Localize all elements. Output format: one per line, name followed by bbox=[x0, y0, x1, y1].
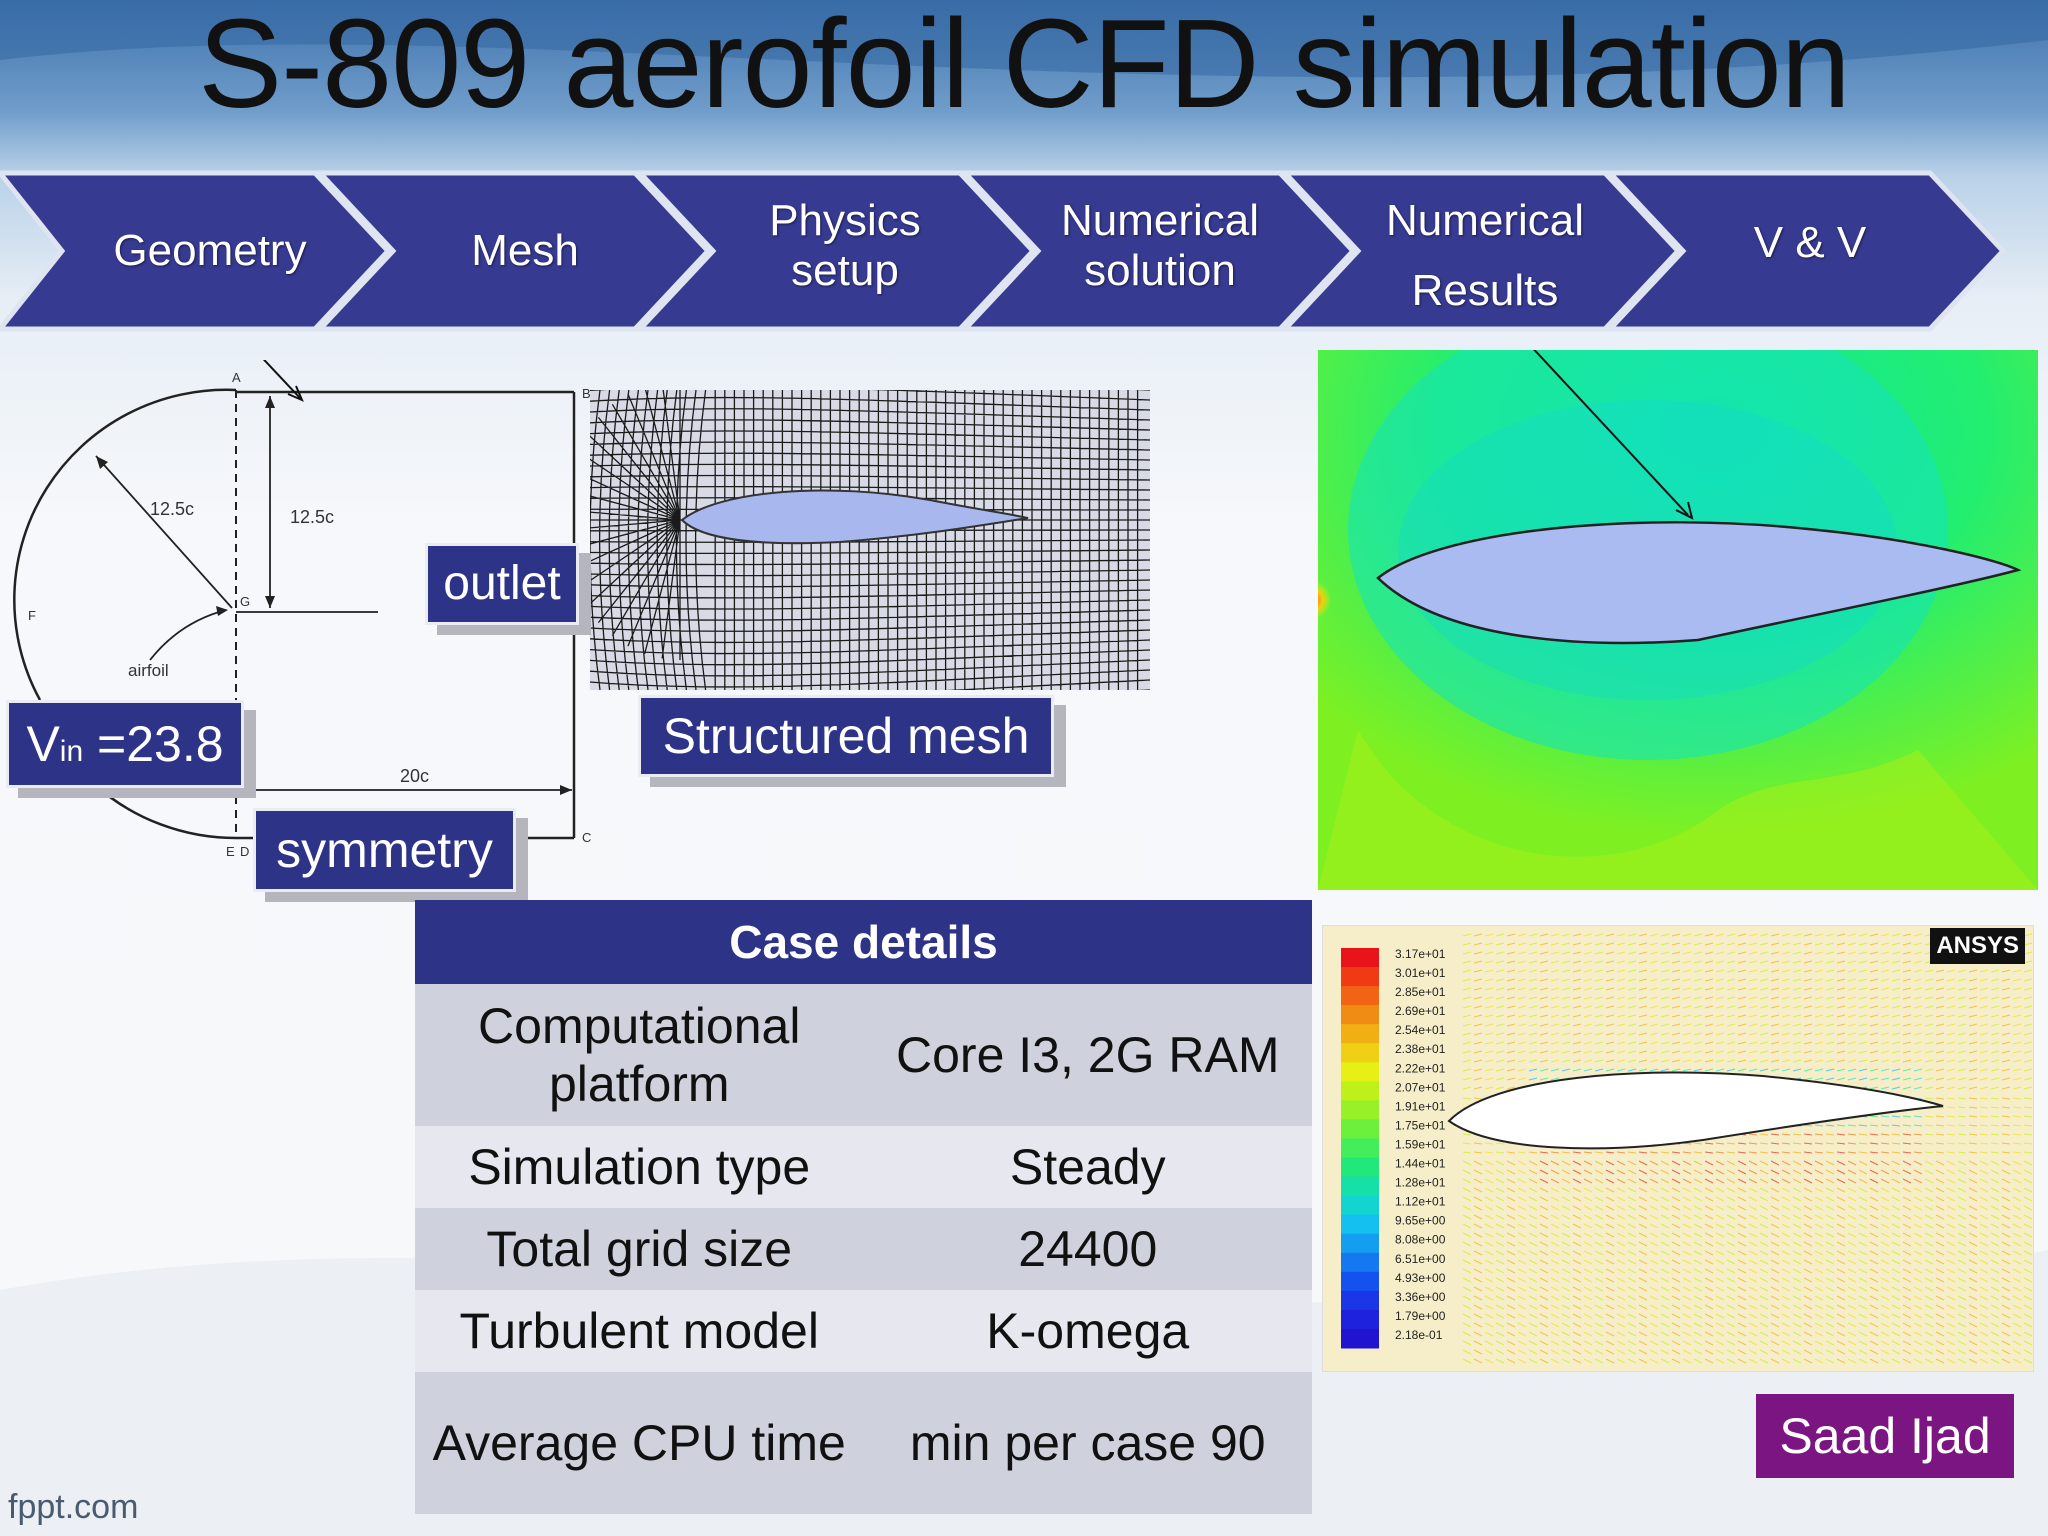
row-value: K-omega bbox=[863, 1290, 1312, 1372]
point-label-d: D bbox=[240, 844, 249, 859]
legend-value: 8.08e+00 bbox=[1395, 1233, 1446, 1247]
case-details-table: Case details Computational platform Core… bbox=[415, 900, 1312, 1514]
slide-title: S-809 aerofoil CFD simulation bbox=[198, 0, 1851, 134]
legend-swatch bbox=[1341, 1309, 1379, 1330]
legend-swatch bbox=[1341, 1252, 1379, 1273]
ansys-logo: ANSYS bbox=[1930, 928, 2025, 964]
legend-value: 1.28e+01 bbox=[1395, 1176, 1446, 1190]
legend-value: 3.36e+00 bbox=[1395, 1290, 1446, 1304]
row-label: Simulation type bbox=[415, 1126, 864, 1208]
table-row: Total grid size 24400 bbox=[415, 1208, 1312, 1290]
point-label-b: B bbox=[582, 386, 591, 401]
row-value: Core I3, 2G RAM bbox=[863, 984, 1312, 1126]
case-details-header: Case details bbox=[415, 900, 1312, 984]
symmetry-label: symmetry bbox=[253, 808, 516, 892]
step-label-numerical-results: Numerical Results bbox=[1385, 196, 1585, 315]
point-label-a: A bbox=[232, 370, 241, 385]
chevron-v-and-v[interactable] bbox=[1604, 170, 2007, 332]
legend-swatch bbox=[1341, 1119, 1379, 1139]
legend-value: 1.91e+01 bbox=[1395, 1099, 1446, 1113]
chevron-geometry[interactable] bbox=[0, 170, 392, 332]
row-label: Average CPU time bbox=[415, 1372, 864, 1514]
legend-swatch bbox=[1341, 1233, 1379, 1254]
chevron-mesh[interactable] bbox=[314, 170, 712, 332]
airfoil-label: airfoil bbox=[128, 661, 169, 680]
legend-value: 6.51e+00 bbox=[1395, 1252, 1446, 1266]
legend-swatch bbox=[1341, 1290, 1379, 1311]
author-badge: Saad Ijad bbox=[1756, 1394, 2014, 1478]
legend-value: 1.79e+00 bbox=[1395, 1309, 1446, 1323]
legend-value: 3.17e+01 bbox=[1395, 947, 1446, 961]
legend-swatch bbox=[1341, 1138, 1379, 1159]
row-value: Steady bbox=[863, 1126, 1312, 1208]
legend-swatch bbox=[1341, 986, 1379, 1006]
legend-value: 2.38e+01 bbox=[1395, 1042, 1446, 1056]
legend-value: 2.18e-01 bbox=[1395, 1328, 1443, 1342]
structured-mesh-label: Structured mesh bbox=[638, 695, 1054, 777]
step-label-physics-setup: Physics setup bbox=[769, 196, 921, 295]
row-value: 24400 bbox=[863, 1208, 1312, 1290]
point-label-e: E bbox=[226, 844, 235, 859]
legend-value: 9.65e+00 bbox=[1395, 1214, 1446, 1228]
legend-value: 1.59e+01 bbox=[1395, 1137, 1446, 1151]
legend-swatch bbox=[1341, 1176, 1379, 1197]
legend-swatch bbox=[1341, 948, 1379, 968]
point-label-c: C bbox=[582, 830, 591, 845]
legend-swatch bbox=[1341, 1043, 1379, 1063]
chevron-numerical-solution[interactable] bbox=[959, 170, 1357, 332]
table-row: Computational platform Core I3, 2G RAM bbox=[415, 984, 1312, 1126]
legend-value: 1.75e+01 bbox=[1395, 1118, 1446, 1132]
legend-value: 2.22e+01 bbox=[1395, 1061, 1446, 1075]
legend-swatch bbox=[1341, 1024, 1379, 1044]
legend-value: 1.12e+01 bbox=[1395, 1195, 1446, 1209]
point-label-g: G bbox=[240, 594, 250, 609]
legend-swatch bbox=[1341, 1271, 1379, 1292]
legend-value: 2.07e+01 bbox=[1395, 1080, 1446, 1094]
legend-value: 2.54e+01 bbox=[1395, 1023, 1446, 1037]
table-row: Simulation type Steady bbox=[415, 1126, 1312, 1208]
step-label-v-and-v: V & V bbox=[1753, 218, 1867, 267]
legend-swatch bbox=[1341, 1195, 1379, 1216]
row-label: Total grid size bbox=[415, 1208, 864, 1290]
legend-value: 2.85e+01 bbox=[1395, 985, 1446, 999]
legend-swatch bbox=[1341, 1005, 1379, 1025]
process-flow bbox=[0, 170, 2007, 332]
row-label: Turbulent model bbox=[415, 1290, 864, 1372]
length-label: 20c bbox=[400, 766, 429, 786]
legend-swatch bbox=[1341, 1081, 1379, 1101]
legend-value: 2.69e+01 bbox=[1395, 1004, 1446, 1018]
radius-label: 12.5c bbox=[150, 499, 194, 519]
legend-value: 3.01e+01 bbox=[1395, 966, 1446, 980]
footer-link[interactable]: fppt.com bbox=[8, 1488, 139, 1526]
structured-mesh-image bbox=[590, 390, 1150, 690]
pressure-contour-image bbox=[1318, 350, 2038, 890]
legend-swatch bbox=[1341, 1100, 1379, 1120]
chevron-physics-setup[interactable] bbox=[634, 170, 1037, 332]
row-label: Computational platform bbox=[415, 984, 864, 1126]
legend-swatch bbox=[1341, 967, 1379, 987]
row-value: min per case 90 bbox=[863, 1372, 1312, 1514]
legend-swatch bbox=[1341, 1214, 1379, 1235]
chevron-numerical-results[interactable] bbox=[1279, 170, 1682, 332]
velocity-vector-image: 3.17e+01 3.01e+01 2.85e+01 2.69e+01 2.54e+01… bbox=[1322, 925, 2034, 1372]
legend-swatch bbox=[1341, 1157, 1379, 1178]
step-label-numerical-solution: Numerical solution bbox=[1060, 196, 1260, 295]
outlet-label: outlet bbox=[425, 543, 579, 625]
legend-value: 4.93e+00 bbox=[1395, 1271, 1446, 1285]
table-row: Average CPU time min per case 90 bbox=[415, 1372, 1312, 1514]
legend-swatch bbox=[1341, 1062, 1379, 1082]
step-label-mesh: Mesh bbox=[471, 226, 579, 275]
legend-value: 1.44e+01 bbox=[1395, 1157, 1446, 1171]
legend-swatch bbox=[1341, 1328, 1379, 1349]
step-label-geometry: Geometry bbox=[113, 226, 307, 275]
height-label: 12.5c bbox=[290, 507, 334, 527]
table-row: Turbulent model K-omega bbox=[415, 1290, 1312, 1372]
point-label-f: F bbox=[28, 608, 36, 623]
inlet-velocity-label: Vin =23.8 bbox=[6, 700, 244, 788]
